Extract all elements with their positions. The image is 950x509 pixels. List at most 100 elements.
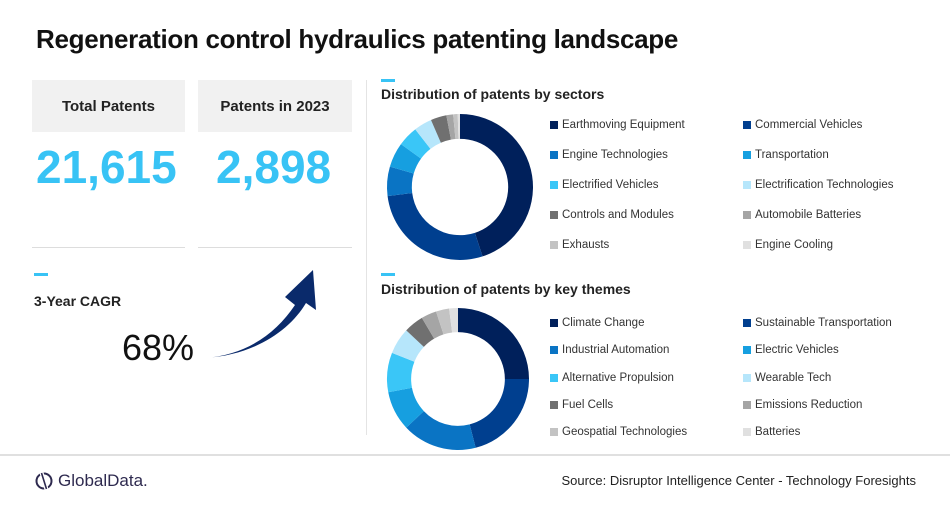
vertical-divider [366, 80, 367, 435]
slice-wearable-tech [391, 330, 424, 362]
legend-label: Exhausts [562, 239, 610, 251]
slice-commercial-vehicles [387, 193, 483, 260]
legend-item-automobile-batteries: Automobile Batteries [743, 209, 861, 221]
legend-swatch [550, 373, 558, 382]
themes-donut-chart [387, 308, 529, 450]
legend-swatch [550, 151, 558, 159]
legend-item-wearable-tech: Wearable Tech [743, 372, 831, 384]
slice-engine-technologies [387, 166, 414, 197]
slice-sustainable-transportation [469, 379, 529, 448]
legend-item-batteries: Batteries [743, 426, 800, 438]
legend-swatch [550, 211, 558, 219]
slice-geospatial-technologies [436, 308, 453, 335]
legend-item-engine-technologies: Engine Technologies [550, 149, 668, 161]
cagr-value: 68% [122, 327, 195, 368]
legend-item-alternative-propulsion: Alternative Propulsion [550, 372, 674, 384]
legend-item-fuel-cells: Fuel Cells [550, 399, 613, 411]
legend-swatch [743, 151, 751, 159]
slice-engine-cooling [457, 114, 460, 139]
legend-label: Alternative Propulsion [562, 371, 674, 384]
slice-electrified-vehicles [400, 129, 431, 159]
legend-label: Electric Vehicles [755, 344, 839, 357]
slice-batteries [449, 308, 458, 333]
legend-label: Wearable Tech [755, 371, 832, 384]
total-patents-label: Total Patents [32, 80, 185, 132]
legend-label: Climate Change [562, 317, 645, 329]
legend-label: Automobile Batteries [755, 209, 862, 221]
slice-alternative-propulsion [387, 352, 415, 393]
globaldata-logo-icon [35, 470, 53, 492]
accent-mark [381, 273, 395, 276]
legend-item-exhausts: Exhausts [550, 239, 609, 251]
source-note: Source: Disruptor Intelligence Center - … [561, 473, 916, 488]
legend-label: Sustainable Transportation [755, 317, 892, 329]
legend-label: Batteries [755, 426, 801, 439]
legend-swatch [743, 400, 751, 409]
legend-label: Emissions Reduction [755, 398, 863, 411]
legend-item-sustainable-transportation: Sustainable Transportation [743, 317, 892, 329]
legend-swatch [743, 241, 751, 249]
slice-electric-vehicles [388, 387, 424, 428]
legend-swatch [550, 428, 558, 437]
legend-swatch [743, 121, 751, 129]
legend-item-engine-cooling: Engine Cooling [743, 239, 833, 251]
legend-label: Engine Technologies [562, 149, 668, 161]
legend-label: Engine Cooling [755, 239, 834, 251]
legend-label: Industrial Automation [562, 344, 670, 357]
legend-swatch [550, 121, 558, 129]
legend-swatch [550, 400, 558, 409]
slice-emissions-reduction [421, 311, 444, 339]
legend-item-geospatial-technologies: Geospatial Technologies [550, 426, 687, 438]
legend-item-climate-change: Climate Change [550, 317, 644, 329]
legend-item-earthmoving-equipment: Earthmoving Equipment [550, 119, 685, 131]
growth-arrow-icon [205, 270, 316, 358]
slice-industrial-automation [406, 411, 476, 450]
legend-label: Electrification Technologies [755, 179, 894, 191]
legend-label: Fuel Cells [562, 398, 614, 411]
legend-item-electrified-vehicles: Electrified Vehicles [550, 179, 659, 191]
legend-swatch [550, 346, 558, 355]
accent-mark [34, 273, 48, 276]
slice-controls-and-modules [431, 115, 451, 143]
legend-item-emissions-reduction: Emissions Reduction [743, 399, 862, 411]
slice-automobile-batteries [446, 114, 456, 140]
slice-fuel-cells [406, 317, 435, 347]
slice-climate-change [458, 308, 529, 379]
legend-label: Commercial Vehicles [755, 119, 863, 131]
legend-label: Geospatial Technologies [562, 426, 688, 439]
legend-item-electrification-technologies: Electrification Technologies [743, 179, 894, 191]
slice-earthmoving-equipment [460, 114, 533, 257]
logo-text: GlobalData. [58, 471, 148, 490]
globaldata-logo: GlobalData. [34, 470, 148, 492]
sectors-donut-chart [387, 114, 533, 260]
legend-label: Controls and Modules [562, 209, 674, 221]
legend-item-commercial-vehicles: Commercial Vehicles [743, 119, 862, 131]
legend-swatch [743, 373, 751, 382]
legend-item-transportation: Transportation [743, 149, 829, 161]
cagr-label: 3-Year CAGR [34, 293, 122, 309]
slice-transportation [389, 144, 422, 174]
patents-2023-label: Patents in 2023 [198, 80, 352, 132]
legend-swatch [550, 181, 558, 189]
legend-label: Electrified Vehicles [562, 179, 659, 191]
patents-2023-value: 2,898 [216, 141, 332, 193]
sectors-chart-title: Distribution of patents by sectors [381, 86, 605, 102]
footer-divider [0, 454, 950, 456]
slice-exhausts [453, 114, 459, 140]
legend-item-electric-vehicles: Electric Vehicles [743, 344, 839, 356]
page-title: Regeneration control hydraulics patentin… [36, 24, 679, 54]
legend-item-controls-and-modules: Controls and Modules [550, 209, 674, 221]
legend-swatch [550, 241, 558, 249]
slice-electrification-technologies [415, 120, 441, 149]
themes-chart-title: Distribution of patents by key themes [381, 281, 631, 297]
legend-swatch [743, 181, 751, 189]
legend-swatch [743, 346, 751, 355]
legend-swatch [743, 428, 751, 437]
legend-swatch [550, 319, 558, 327]
divider [32, 247, 185, 248]
legend-item-industrial-automation: Industrial Automation [550, 344, 669, 356]
legend-swatch [743, 211, 751, 219]
accent-mark [381, 79, 395, 82]
total-patents-value: 21,615 [36, 141, 177, 193]
legend-label: Transportation [755, 149, 829, 161]
